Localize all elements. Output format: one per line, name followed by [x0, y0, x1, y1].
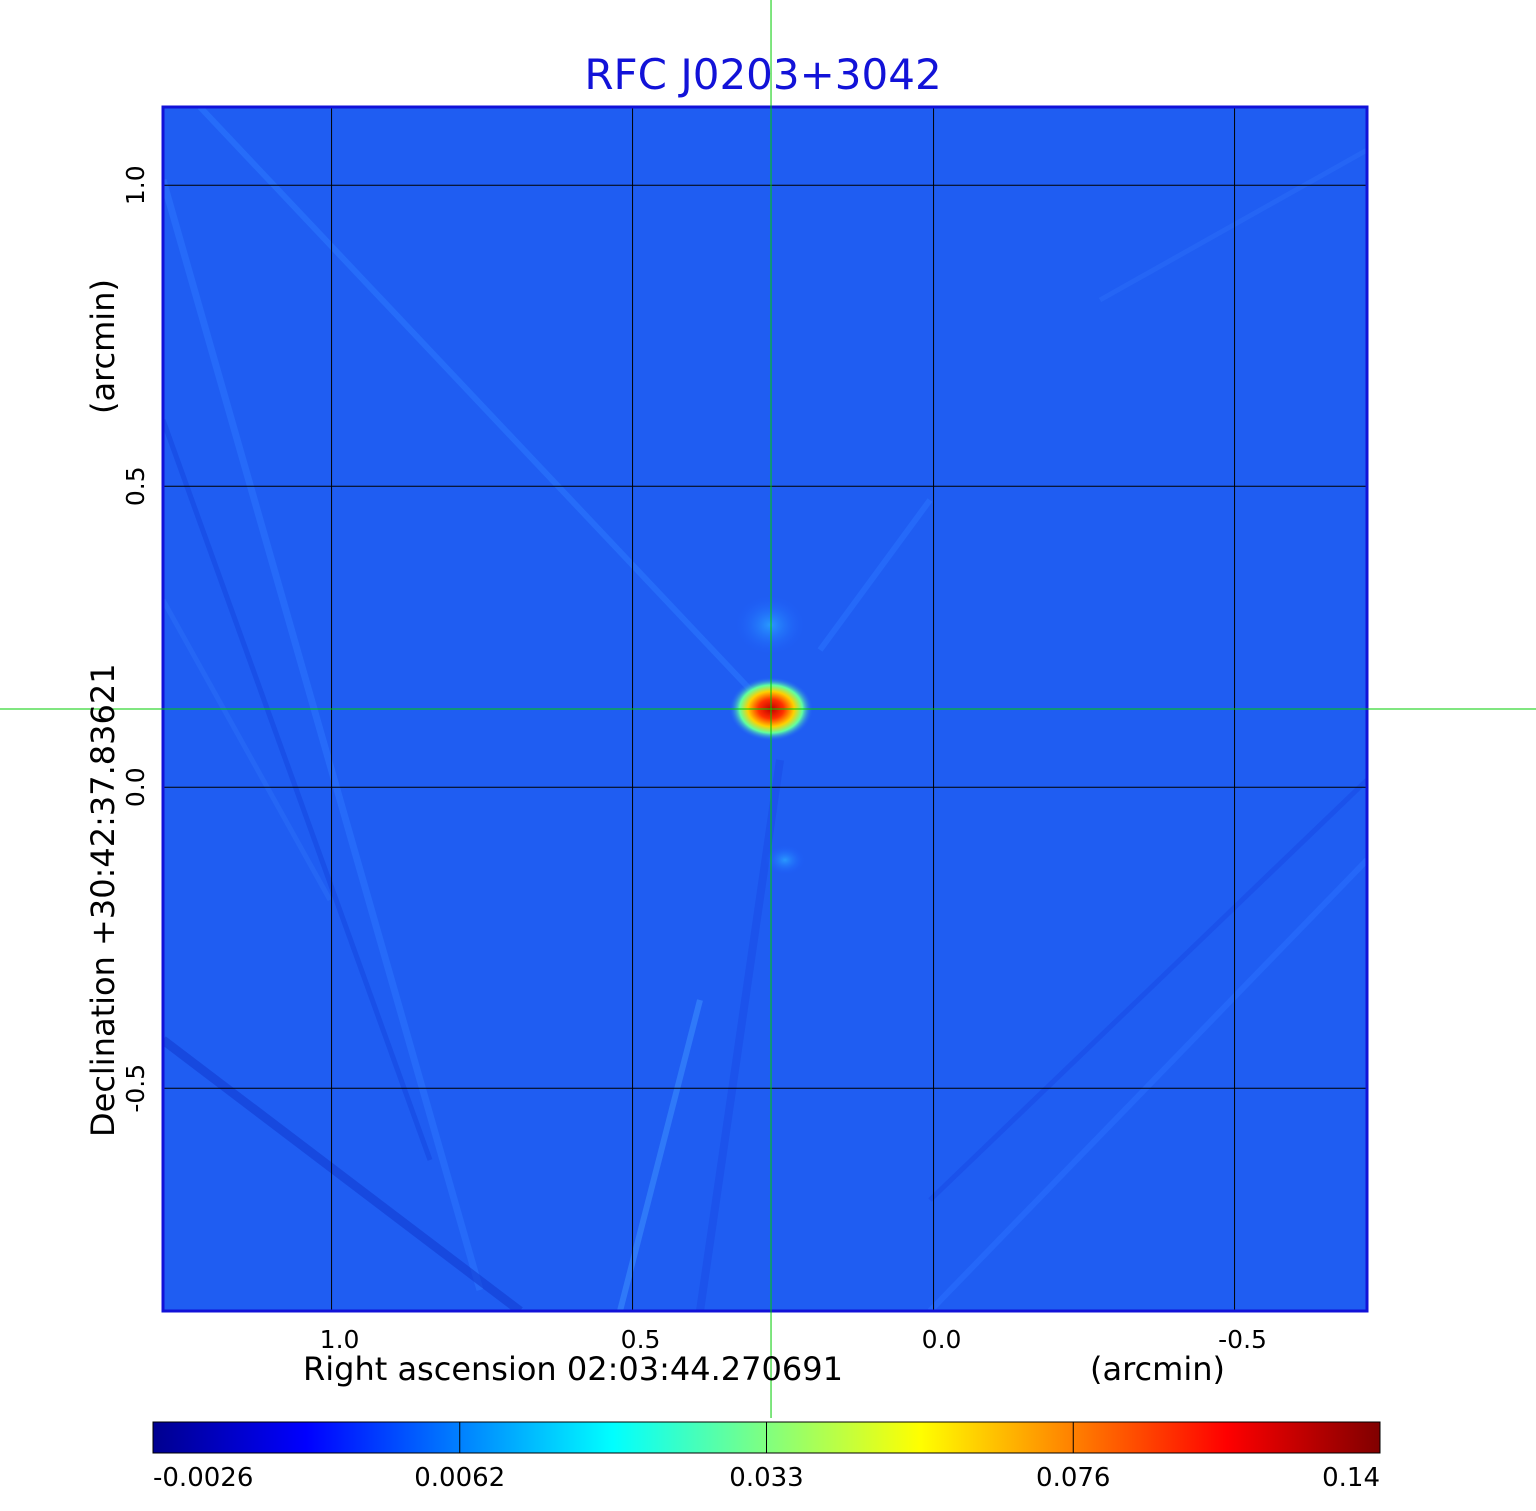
sidelobe-streak: [163, 598, 333, 902]
colorbar-tick-label: 0.076: [1036, 1463, 1110, 1493]
sidelobe-streak: [163, 1036, 523, 1311]
sidelobe-streak: [163, 419, 433, 1161]
halo-north: [735, 595, 805, 655]
y-axis-unit: (arcmin): [84, 279, 122, 414]
sidelobe-streak: [617, 999, 703, 1311]
x-tick-label: 1.0: [320, 1325, 360, 1354]
sidelobe-streak: [197, 107, 763, 703]
sidelobe-streak: [928, 778, 1367, 1202]
chart-title: RFC J0203+3042: [584, 50, 941, 99]
sidelobe-streak: [817, 498, 933, 652]
y-tick-label: 1.0: [121, 165, 150, 205]
y-tick-label: 0.5: [121, 466, 150, 506]
x-tick-labels: 1.0 0.5 0.0 -0.5: [320, 1325, 1267, 1354]
crosshair: [0, 0, 1536, 1418]
sidelobe-streak: [927, 857, 1367, 1311]
colorbar-tick-label: 0.14: [1322, 1463, 1380, 1493]
x-axis-unit: (arcmin): [1090, 1350, 1225, 1388]
sidelobe-streak: [1098, 147, 1367, 303]
x-axis-label: Right ascension 02:03:44.270691: [303, 1350, 843, 1388]
colorbar-tick-label: 0.0062: [414, 1463, 505, 1493]
y-tick-label: -0.5: [121, 1064, 150, 1113]
sidelobe-streaks: [163, 107, 1367, 1311]
sidelobe-streak: [163, 179, 484, 1291]
colorbar-tick-labels: -0.0026 0.0062 0.033 0.076 0.14: [153, 1422, 1380, 1493]
y-axis-label: Declination +30:42:37.83621: [84, 663, 122, 1137]
colorbar-tick-label: -0.0026: [153, 1463, 253, 1493]
x-tick-label: 0.0: [922, 1325, 962, 1354]
x-tick-label: 0.5: [621, 1325, 661, 1354]
y-tick-label: 0.0: [121, 767, 150, 807]
y-tick-labels: 1.0 0.5 0.0 -0.5: [121, 165, 150, 1112]
halo-south: [765, 845, 805, 875]
x-tick-label: -0.5: [1218, 1325, 1267, 1354]
colorbar-tick-label: 0.033: [729, 1463, 803, 1493]
